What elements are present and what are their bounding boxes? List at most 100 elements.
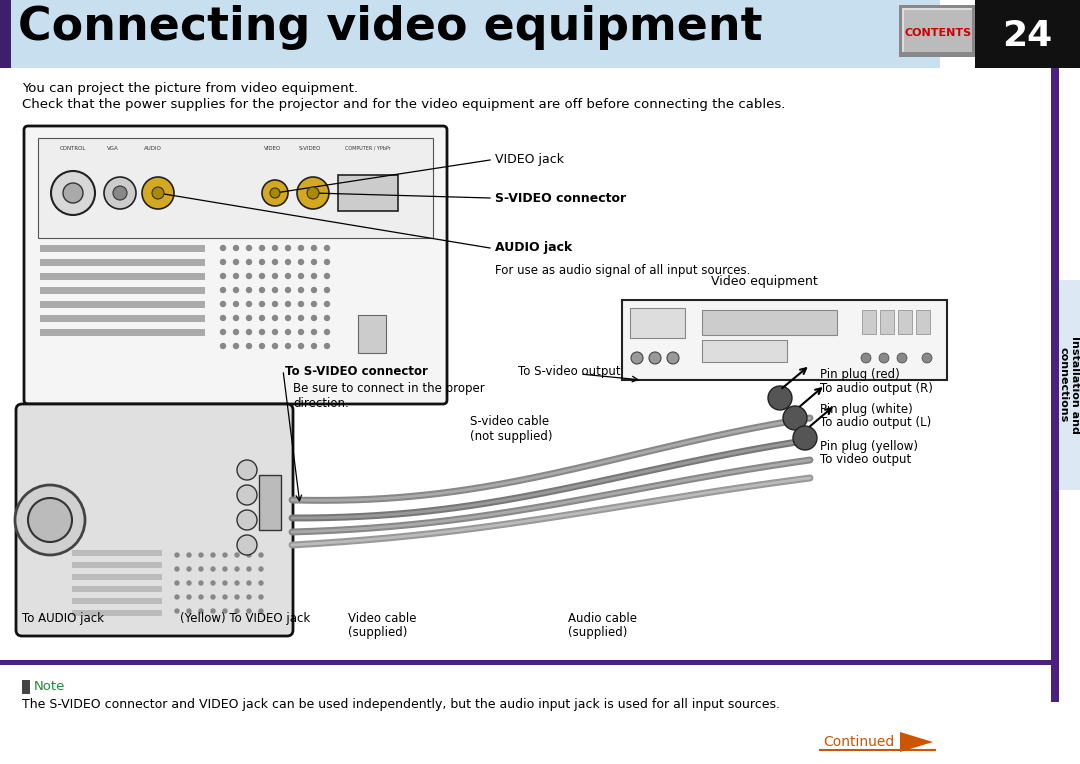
Circle shape [272, 329, 278, 335]
Circle shape [298, 316, 303, 321]
Bar [0, 0, 11, 68]
Bar [902, 8, 904, 54]
Circle shape [237, 510, 257, 530]
Circle shape [324, 316, 329, 321]
Circle shape [298, 302, 303, 306]
Circle shape [199, 609, 203, 613]
FancyBboxPatch shape [16, 404, 293, 636]
Circle shape [187, 595, 191, 599]
Circle shape [141, 177, 174, 209]
Text: VIDEO: VIDEO [265, 146, 282, 151]
Text: To video output: To video output [820, 453, 912, 466]
Bar [40, 329, 205, 336]
Circle shape [233, 316, 239, 321]
FancyBboxPatch shape [702, 310, 837, 335]
Circle shape [285, 274, 291, 279]
Text: To audio output (R): To audio output (R) [820, 382, 933, 395]
Circle shape [152, 187, 164, 199]
Circle shape [187, 567, 191, 571]
Circle shape [259, 287, 265, 293]
Circle shape [324, 344, 329, 348]
Circle shape [311, 316, 316, 321]
Text: To audio output (L): To audio output (L) [820, 416, 931, 429]
Text: (supplied): (supplied) [348, 626, 407, 639]
Bar [916, 310, 930, 334]
Circle shape [211, 581, 215, 585]
Circle shape [324, 287, 329, 293]
Bar [1059, 280, 1080, 490]
Text: The S-VIDEO connector and VIDEO jack can be used independently, but the audio in: The S-VIDEO connector and VIDEO jack can… [22, 698, 780, 711]
Bar [40, 259, 205, 266]
Bar [357, 315, 386, 353]
Bar [902, 8, 974, 10]
Bar [40, 245, 205, 252]
Circle shape [246, 287, 252, 293]
Circle shape [233, 344, 239, 348]
Text: Pin plug (yellow): Pin plug (yellow) [820, 440, 918, 453]
Circle shape [879, 353, 889, 363]
Circle shape [175, 595, 179, 599]
Circle shape [324, 302, 329, 306]
Circle shape [199, 553, 203, 557]
Bar [22, 680, 30, 694]
Bar [72, 550, 162, 556]
Circle shape [220, 316, 226, 321]
Text: AUDIO: AUDIO [144, 146, 162, 151]
Bar [862, 310, 876, 334]
Bar [72, 562, 162, 568]
Text: To S-video output: To S-video output [518, 365, 621, 378]
Circle shape [222, 567, 227, 571]
Text: To AUDIO jack: To AUDIO jack [22, 612, 104, 625]
Circle shape [259, 595, 264, 599]
Bar [40, 315, 205, 322]
Circle shape [235, 567, 239, 571]
Bar [40, 301, 205, 308]
Circle shape [272, 344, 278, 348]
Circle shape [285, 344, 291, 348]
Circle shape [220, 260, 226, 264]
Text: direction.: direction. [293, 397, 349, 410]
Circle shape [259, 567, 264, 571]
Circle shape [233, 287, 239, 293]
Circle shape [285, 287, 291, 293]
Circle shape [922, 353, 932, 363]
Circle shape [233, 302, 239, 306]
Circle shape [233, 260, 239, 264]
Bar [972, 8, 974, 54]
Bar [899, 5, 977, 57]
Text: Video equipment: Video equipment [711, 275, 818, 288]
Circle shape [233, 245, 239, 251]
Text: S-VIDEO: S-VIDEO [299, 146, 321, 151]
Text: Audio cable: Audio cable [568, 612, 637, 625]
Circle shape [768, 386, 792, 410]
Bar [880, 310, 894, 334]
Circle shape [104, 177, 136, 209]
Bar [975, 0, 1080, 68]
Bar [72, 610, 162, 616]
Circle shape [246, 245, 252, 251]
Circle shape [246, 316, 252, 321]
Circle shape [222, 595, 227, 599]
Bar [72, 598, 162, 604]
Text: AUDIO jack: AUDIO jack [495, 241, 572, 254]
Circle shape [667, 352, 679, 364]
Circle shape [311, 287, 316, 293]
Text: (Yellow) To VIDEO jack: (Yellow) To VIDEO jack [180, 612, 310, 625]
Circle shape [247, 581, 251, 585]
Circle shape [272, 245, 278, 251]
Polygon shape [900, 732, 933, 752]
Bar [0, 660, 1051, 665]
Circle shape [259, 274, 265, 279]
Circle shape [175, 581, 179, 585]
Circle shape [272, 274, 278, 279]
Circle shape [199, 595, 203, 599]
Circle shape [220, 274, 226, 279]
Circle shape [861, 353, 870, 363]
Circle shape [311, 329, 316, 335]
Text: S-video cable: S-video cable [470, 415, 549, 428]
Circle shape [220, 329, 226, 335]
Circle shape [259, 302, 265, 306]
FancyBboxPatch shape [338, 175, 399, 211]
Circle shape [15, 485, 85, 555]
Circle shape [270, 188, 280, 198]
